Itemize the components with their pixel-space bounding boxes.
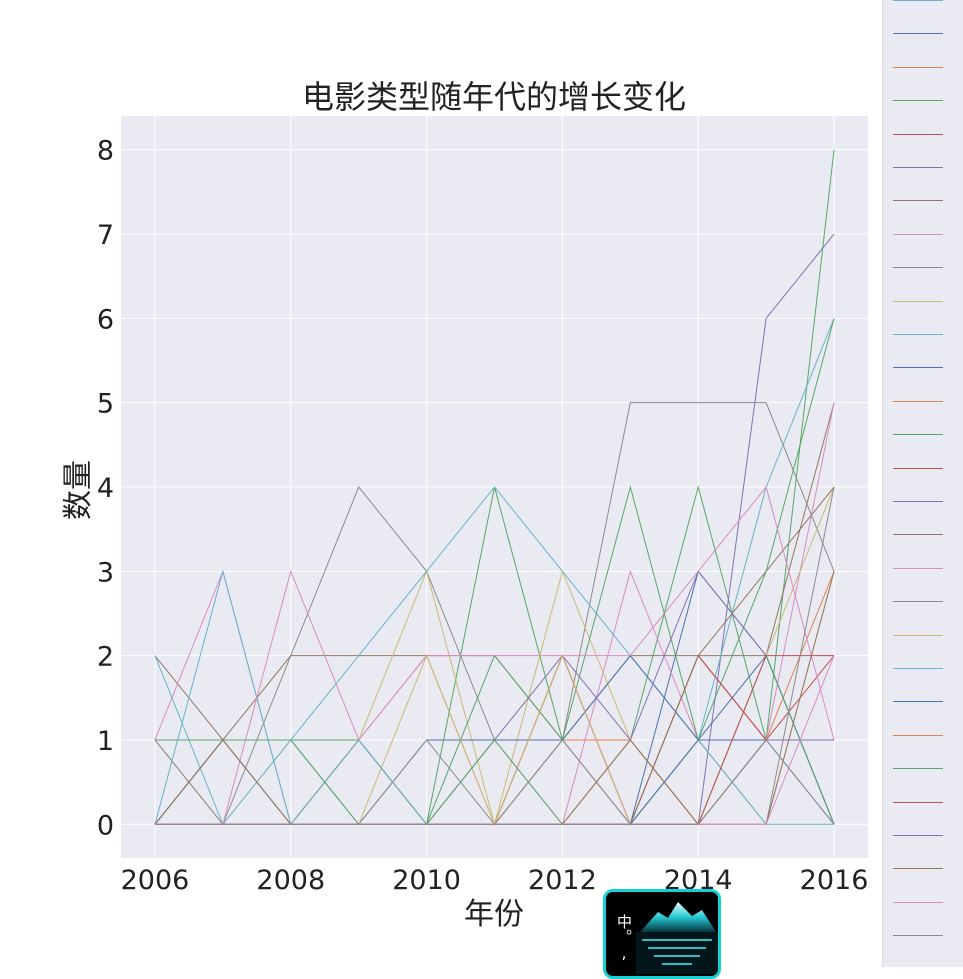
y-tick-label: 7 [97,220,114,251]
mountain-lake-image [636,894,718,974]
legend-entry-6 [893,167,943,170]
y-tick-label: 1 [97,726,114,757]
legend-entry-23 [893,734,943,738]
legend-entry-25 [893,801,943,805]
legend-entry-14 [893,434,943,437]
legend-entry-22 [893,701,943,704]
y-axis: 0 1 2 3 4 5 6 7 8 [97,136,114,842]
legend-entry-29 [893,935,943,938]
legend-entry-9 [893,267,943,270]
legend-entry-16 [893,501,943,504]
x-tick-label: 2016 [800,865,869,896]
legend-entry-18 [893,567,943,571]
x-axis: 2006 2008 2010 2012 2014 2016 [121,865,869,896]
series-line-28 [154,739,835,825]
legend-entry-5 [893,133,943,137]
legend-entry-28 [893,901,943,905]
legend-entry-24 [893,768,943,771]
series-line-10 [154,318,835,826]
legend-entry-19 [893,601,943,604]
legend-entry-13 [893,400,943,404]
y-axis-label: 数量 [61,460,96,520]
legend-entry-7 [893,200,943,203]
legend-entry-4 [893,100,943,103]
legend-entry-17 [893,534,943,537]
legend-entry-8 [893,233,943,237]
legend-entry-11 [893,334,943,337]
ime-mode-text[interactable]: 中。, [615,914,633,962]
legend-entry-10 [893,300,943,304]
legend-entry-2 [893,33,943,36]
x-tick-label: 2012 [528,865,597,896]
x-tick-label: 2008 [256,865,325,896]
legend-entry-27 [893,868,943,871]
legend-entry-21 [893,668,943,671]
y-tick-label: 4 [97,473,114,504]
x-axis-label: 年份 [464,897,524,932]
y-tick-label: 2 [97,642,114,673]
line-chart: 2006 2008 2010 2012 2 0 1 4 2016 0 1 2 3 4 5 6 7 8 电影类型随… [61,78,869,932]
y-tick-label: 3 [97,557,114,588]
legend-panel [882,0,963,967]
chart-title: 电影类型随年代的增长变化 [302,78,686,116]
x-tick-label: 2010 [392,865,461,896]
legend-entry-20 [893,634,943,638]
y-tick-label: 0 [97,810,114,841]
legend-entry-26 [893,835,943,838]
legend-entry-12 [893,367,943,370]
y-tick-label: 5 [97,389,114,420]
x-tick-label: 2006 [121,865,190,896]
legend-entry-15 [893,467,943,471]
legend-entry-1 [893,0,943,3]
ime-toolbar[interactable]: 中。, [603,889,721,979]
series-layer [154,149,835,827]
y-tick-label: 6 [97,304,114,335]
legend-entry-3 [893,66,943,70]
y-tick-label: 8 [97,136,114,167]
series-line-17 [154,485,835,825]
